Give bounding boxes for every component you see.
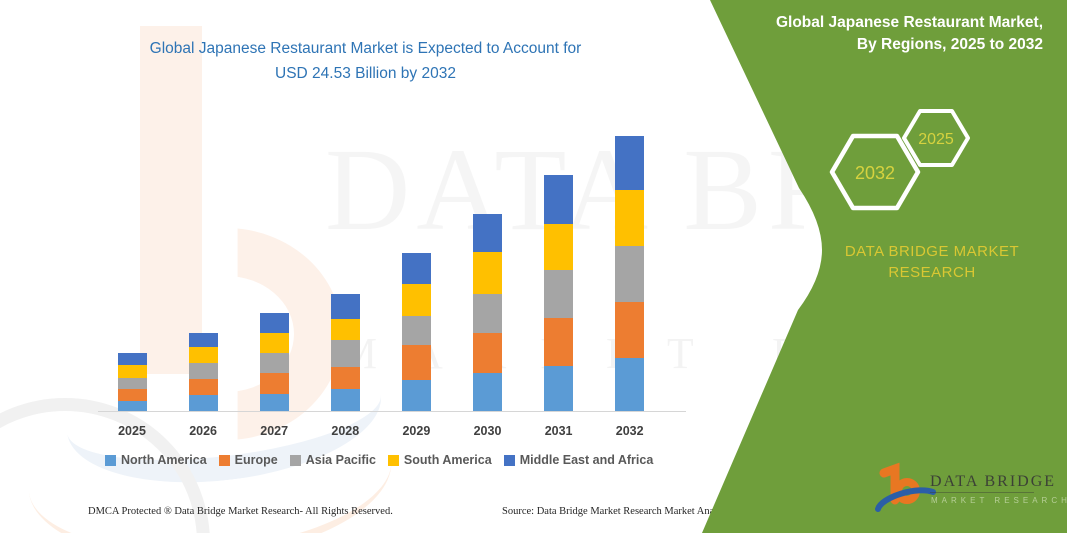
bar-segment-europe-2029 [401, 345, 431, 381]
stacked-bar-2027 [259, 312, 289, 411]
x-axis-label-2032: 2032 [615, 424, 644, 438]
panel-title: Global Japanese Restaurant Market, By Re… [713, 12, 1043, 56]
bar-segment-south-america-2029 [401, 284, 431, 317]
bar-segment-europe-2030 [473, 333, 502, 373]
bar-segment-asia-pacific-2029 [401, 316, 431, 346]
x-axis-line [98, 411, 686, 412]
bar-segment-north-america-2029 [401, 380, 431, 411]
legend-swatch-middle-east-and-africa [503, 454, 515, 466]
bar-segment-south-america-2031 [544, 224, 574, 271]
stacked-bar-2029 [401, 252, 431, 411]
chart-title-line2: USD 24.53 Billion by 2032 [275, 65, 456, 82]
bar-segment-asia-pacific-2025 [117, 377, 147, 389]
x-axis-label-2025: 2025 [118, 424, 146, 438]
hexagon-2025 [902, 109, 970, 167]
legend-label-south-america: South America [403, 453, 492, 467]
stacked-bar-2032 [615, 136, 645, 411]
legend-swatch-europe [218, 454, 230, 466]
x-axis-label-2027: 2027 [260, 424, 289, 438]
chart-legend: North America Europe Asia Pacific South Ame… [105, 453, 653, 467]
bar-segment-europe-2031 [544, 317, 574, 366]
bar-segment-europe-2025 [117, 388, 147, 401]
bar-segment-middle-east-and-africa-2025 [117, 352, 147, 366]
logo-name-text: DATA BRIDGE [930, 473, 1057, 490]
legend-label-asia-pacific: Asia Pacific [305, 453, 376, 467]
bar-segment-north-america-2030 [473, 372, 502, 411]
bar-segment-asia-pacific-2030 [473, 294, 502, 334]
bar-segment-south-america-2030 [473, 251, 502, 295]
panel-brand-name: DATA BRIDGE MARKET RESEARCH [838, 241, 1026, 283]
legend-label-middle-east-and-africa: Middle East and Africa [519, 453, 654, 467]
x-axis-label-2031: 2031 [544, 424, 573, 438]
bar-segment-south-america-2032 [615, 190, 645, 246]
legend-label-europe: Europe [234, 453, 278, 467]
bar-segment-middle-east-and-africa-2030 [473, 213, 502, 252]
bar-segment-asia-pacific-2026 [188, 362, 218, 380]
hexagon-2025-label: 2025 [918, 131, 954, 148]
bar-segment-south-america-2025 [117, 365, 147, 378]
side-panel-background [702, 0, 1067, 533]
bar-segment-south-america-2026 [188, 346, 218, 363]
bar-segment-north-america-2032 [615, 357, 645, 411]
bar-segment-middle-east-and-africa-2031 [544, 175, 574, 225]
legend-swatch-asia-pacific [289, 454, 301, 466]
bar-segment-north-america-2026 [188, 395, 218, 411]
chart-title-line1: Global Japanese Restaurant Market is Exp… [149, 40, 582, 57]
bar-segment-asia-pacific-2032 [615, 245, 645, 302]
panel-title-line2: By Regions, 2025 to 2032 [856, 36, 1043, 53]
bar-segment-middle-east-and-africa-2027 [259, 312, 289, 333]
bar-segment-north-america-2027 [259, 394, 289, 411]
bar-segment-asia-pacific-2028 [330, 340, 360, 367]
x-axis-label-2028: 2028 [331, 424, 360, 438]
bar-segment-europe-2026 [188, 379, 218, 396]
legend-item-middle-east-and-africa: Middle East and Africa [503, 453, 654, 467]
footer-copyright: DMCA Protected ® Data Bridge Market Rese… [88, 506, 393, 517]
watermark-logo-stem [140, 26, 202, 374]
footer-source: Source: Data Bridge Market Research Mark… [502, 506, 785, 517]
bar-segment-middle-east-and-africa-2028 [330, 294, 360, 319]
panel-brand-line1: DATA BRIDGE MARKET [844, 243, 1020, 260]
logo-sub-text: MARKET RESEARCH [931, 496, 1067, 505]
bar-segment-middle-east-and-africa-2032 [615, 136, 645, 191]
stacked-bar-2026 [188, 332, 218, 411]
bar-segment-north-america-2028 [330, 389, 360, 411]
legend-item-north-america: North America [105, 453, 207, 467]
legend-item-europe: Europe [218, 453, 278, 467]
hexagon-2032-label: 2032 [855, 163, 895, 183]
bar-segment-north-america-2025 [117, 401, 147, 411]
legend-item-south-america: South America [387, 453, 492, 467]
logo-swoosh [875, 487, 936, 512]
bar-segment-south-america-2028 [330, 318, 360, 341]
panel-brand-line2: RESEARCH [888, 264, 976, 281]
panel-title-line1: Global Japanese Restaurant Market, [775, 14, 1043, 31]
bar-segment-south-america-2027 [259, 332, 289, 354]
x-axis-label-2026: 2026 [189, 424, 217, 438]
x-axis-label-2030: 2030 [473, 424, 502, 438]
stacked-bar-2028 [330, 294, 360, 411]
legend-item-asia-pacific: Asia Pacific [289, 453, 376, 467]
logo-divider [930, 492, 1034, 493]
bar-segment-asia-pacific-2027 [259, 353, 289, 373]
bar-segment-europe-2028 [330, 366, 360, 390]
legend-swatch-north-america [105, 454, 116, 466]
bar-segment-asia-pacific-2031 [544, 270, 574, 318]
stacked-bar-2030 [473, 213, 502, 411]
stacked-bar-2031 [544, 175, 574, 411]
legend-swatch-south-america [387, 454, 399, 466]
legend-label-north-america: North America [121, 453, 207, 467]
bar-segment-europe-2027 [259, 372, 289, 395]
bar-segment-europe-2032 [615, 301, 645, 358]
hexagon-2032 [829, 133, 921, 211]
stacked-bar-2025 [117, 352, 147, 411]
x-axis-label-2029: 2029 [402, 424, 431, 438]
bar-segment-middle-east-and-africa-2026 [188, 332, 218, 347]
bar-segment-middle-east-and-africa-2029 [401, 252, 431, 285]
bar-segment-north-america-2031 [544, 366, 574, 411]
chart-title: Global Japanese Restaurant Market is Exp… [83, 36, 648, 86]
